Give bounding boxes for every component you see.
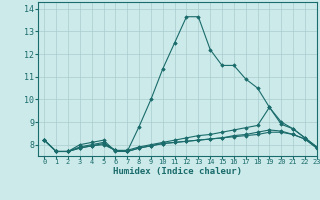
X-axis label: Humidex (Indice chaleur): Humidex (Indice chaleur) xyxy=(113,167,242,176)
